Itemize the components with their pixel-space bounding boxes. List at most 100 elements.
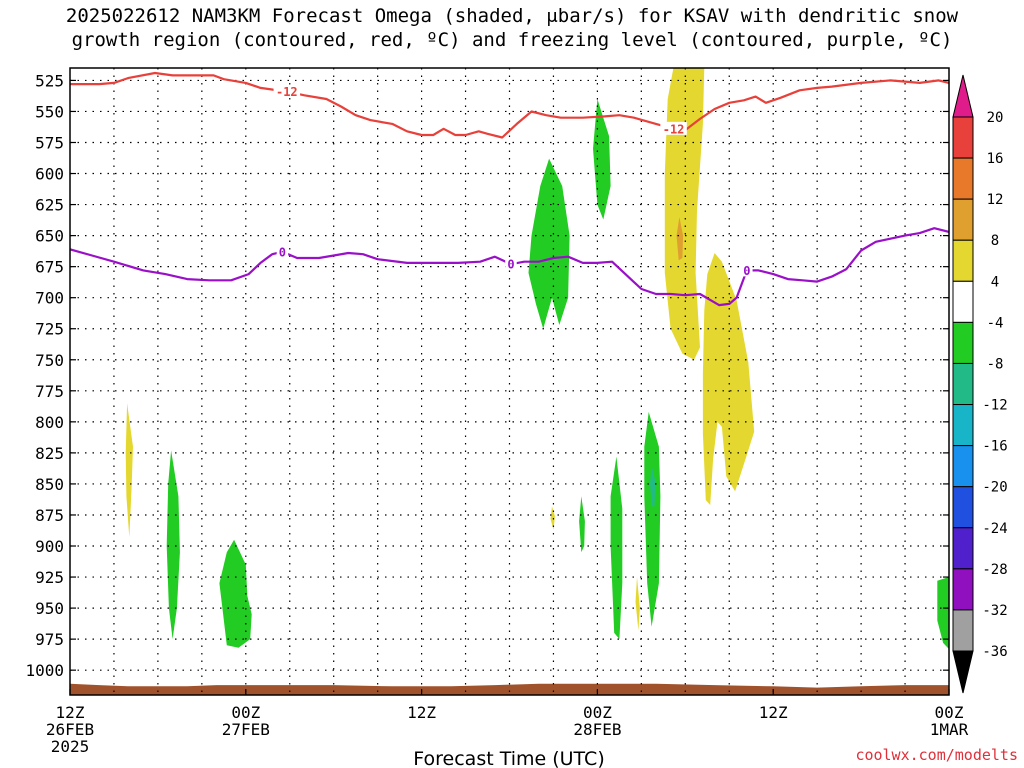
shaded-region-yellow-small-dot — [550, 506, 555, 530]
shaded-region-green-small-column — [579, 496, 585, 553]
contour-label-bg — [273, 84, 301, 98]
y-tick-label: 875 — [35, 506, 64, 525]
x-tick-label: 1MAR — [930, 720, 969, 739]
colorbar-bottom-arrow — [952, 650, 974, 694]
colorbar-bin — [952, 239, 974, 282]
colorbar-label: -20 — [982, 480, 1007, 496]
colorbar-label: -36 — [982, 644, 1007, 660]
plot-frame — [69, 67, 950, 696]
title-line-1: 2025022612 NAM3KM Forecast Omega (shaded… — [65, 5, 959, 27]
y-tick-label: 600 — [35, 165, 64, 184]
colorbar-bin — [952, 198, 974, 241]
contour-label-0: 0 — [743, 264, 750, 278]
colorbar-bin — [952, 445, 974, 488]
x-tick-label: 26FEB — [46, 720, 94, 739]
shaded-region-green-27feb-blob — [219, 539, 252, 648]
grid-lines — [70, 68, 949, 695]
colorbar-label: 20 — [987, 110, 1004, 126]
shaded-region-green-upper-blob — [528, 158, 570, 329]
y-tick-label: 975 — [35, 630, 64, 649]
contour-label--12: -12 — [663, 122, 685, 136]
colorbar-label: -32 — [982, 603, 1007, 619]
contour-label-bg — [660, 121, 687, 135]
colorbar-bin — [952, 527, 974, 570]
contour-label-0: 0 — [279, 245, 286, 259]
y-axis: 525 550 575 600 625 650 675 700 725 750 775 800 825 8… — [25, 71, 949, 680]
contour-line--12 — [70, 71, 949, 139]
contour-label-bg — [276, 244, 289, 258]
colorbar-label: -16 — [982, 439, 1007, 455]
colorbar-label: 4 — [991, 274, 999, 290]
x-tick-label: 27FEB — [222, 720, 270, 739]
shaded-region-teal-core — [650, 465, 656, 507]
x-tick-label: 28FEB — [573, 720, 621, 739]
contour-lines: -12 -12 0 0 0 — [70, 71, 949, 307]
shaded-region-yellow-early-sliver — [125, 403, 133, 538]
title-line-2: growth region (contoured, red, ºC) and f… — [71, 29, 953, 51]
shaded-region-green-right-edge — [937, 577, 949, 650]
contour-line-0 — [70, 227, 949, 307]
colorbar-label: -24 — [982, 521, 1007, 537]
colorbar: 20 16 12 8 4 -4 -8 -12 -16 -20 -24 -28 -32 -36 — [952, 74, 1008, 694]
y-tick-label: 750 — [35, 351, 64, 370]
y-tick-label: 550 — [35, 102, 64, 121]
colorbar-bin — [952, 321, 974, 364]
shaded-region-green-early-column — [166, 450, 180, 640]
y-tick-label: 725 — [35, 320, 64, 339]
x-tick-label: 00Z — [935, 703, 964, 722]
credit-text: coolwx.com/modelts — [855, 746, 1018, 764]
shaded-region-green-lower-left-column — [610, 456, 623, 640]
shaded-region-yellow-thin-sliver — [635, 577, 640, 631]
shaded-region-green-lower-right-column — [644, 411, 661, 627]
x-tick-label: 12Z — [56, 703, 85, 722]
colorbar-bin — [952, 116, 974, 159]
x-tick-label: 00Z — [583, 703, 612, 722]
x-axis-label: Forecast Time (UTC) — [413, 748, 604, 768]
y-tick-label: 825 — [35, 444, 64, 463]
y-tick-label: 675 — [35, 258, 64, 277]
x-tick-label: 12Z — [407, 703, 436, 722]
x-tick-label: 12Z — [759, 703, 788, 722]
colorbar-bin — [952, 609, 974, 652]
y-tick-label: 1000 — [25, 661, 64, 680]
y-tick-label: 925 — [35, 568, 64, 587]
y-tick-label: 800 — [35, 413, 64, 432]
contour-label--12: -12 — [276, 85, 298, 99]
y-tick-label: 650 — [35, 227, 64, 246]
shaded-region-yellow-upper-column — [664, 68, 705, 360]
contour-label-bg — [741, 263, 753, 277]
shaded-region-orange-streak — [676, 217, 684, 261]
omega-shading — [125, 68, 949, 650]
colorbar-bin — [952, 486, 974, 529]
y-tick-label: 700 — [35, 289, 64, 308]
contour-label-0: 0 — [507, 258, 514, 272]
colorbar-label: -4 — [987, 315, 1004, 331]
y-tick-label: 575 — [35, 133, 64, 152]
colorbar-label: 12 — [987, 192, 1004, 208]
shaded-region-yellow-lower-lobe — [702, 253, 755, 505]
y-tick-label: 625 — [35, 196, 64, 215]
y-tick-label: 900 — [35, 537, 64, 556]
x-tick-label: 00Z — [231, 703, 260, 722]
y-tick-label: 775 — [35, 382, 64, 401]
colorbar-bin — [952, 362, 974, 406]
x-tick-label: 2025 — [51, 737, 90, 756]
y-tick-label: 850 — [35, 475, 64, 494]
colorbar-bin — [952, 280, 974, 323]
contour-label-bg — [505, 257, 517, 271]
colorbar-bin — [952, 568, 974, 611]
terrain — [70, 683, 949, 695]
colorbar-bin — [952, 157, 974, 200]
colorbar-label: 16 — [987, 151, 1004, 167]
terrain-fill — [70, 683, 949, 695]
colorbar-bin — [952, 404, 974, 447]
colorbar-label: -8 — [987, 356, 1004, 372]
y-tick-label: 950 — [35, 599, 64, 618]
colorbar-top-arrow — [952, 74, 974, 118]
colorbar-label: -28 — [982, 562, 1007, 578]
colorbar-label: 8 — [991, 233, 999, 249]
colorbar-label: -12 — [982, 398, 1007, 414]
y-tick-label: 525 — [35, 71, 64, 90]
